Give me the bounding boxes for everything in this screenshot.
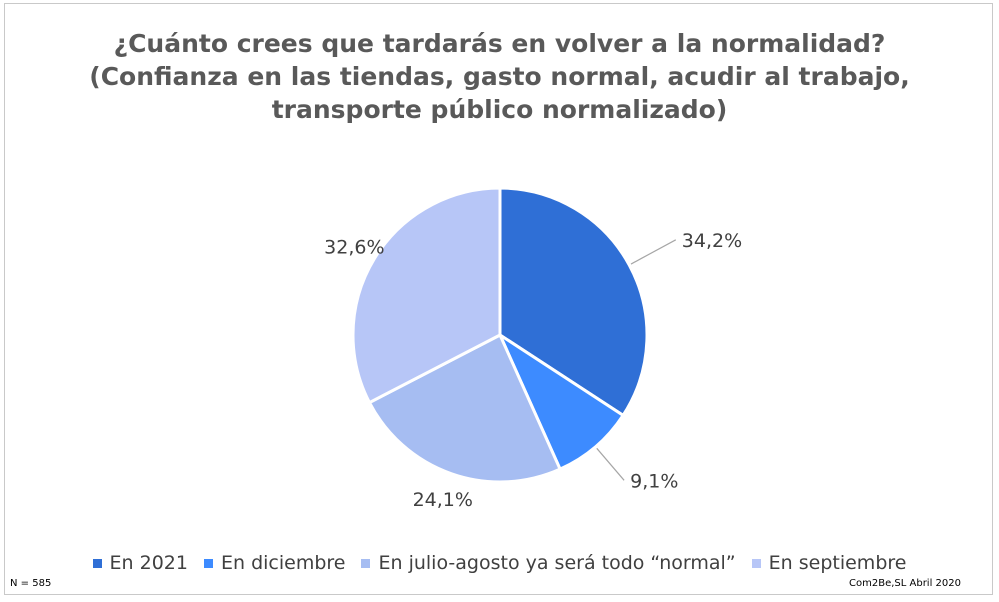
sample-size-note: N = 585 — [10, 578, 52, 589]
title-line-1: ¿Cuánto crees que tardarás en volver a l… — [113, 29, 886, 58]
legend-item-julio-agosto: En julio-agosto ya será todo “normal” — [361, 552, 736, 574]
source-note: Com2Be,SL Abril 2020 — [849, 578, 961, 589]
data-label-en-septiembre: 32,6% — [324, 236, 384, 258]
legend-label: En julio-agosto ya será todo “normal” — [378, 552, 736, 574]
legend-item-en-2021: En 2021 — [92, 552, 188, 574]
data-label-en-2021: 34,2% — [682, 230, 742, 252]
chart-legend: En 2021 En diciembre En julio-agosto ya … — [0, 552, 999, 574]
chart-title: ¿Cuánto crees que tardarás en volver a l… — [0, 27, 999, 126]
data-label-en-diciembre: 9,1% — [630, 470, 678, 492]
slice-en-diciembre — [496, 330, 626, 472]
leader-line — [596, 447, 625, 481]
legend-swatch — [92, 558, 102, 568]
slice-julio-agosto — [367, 332, 563, 484]
legend-swatch — [361, 558, 371, 568]
legend-label: En septiembre — [768, 552, 907, 574]
legend-label: En diciembre — [220, 552, 346, 574]
data-label-julio-agosto: 24,1% — [413, 489, 473, 511]
slice-en-septiembre — [351, 186, 502, 405]
legend-label: En 2021 — [109, 552, 188, 574]
legend-item-en-septiembre: En septiembre — [751, 552, 907, 574]
legend-item-en-diciembre: En diciembre — [203, 552, 346, 574]
legend-swatch — [203, 558, 213, 568]
title-line-2: (Confianza en las tiendas, gasto normal,… — [89, 62, 910, 91]
title-line-3: transporte público normalizado) — [271, 95, 728, 124]
legend-swatch — [751, 558, 761, 568]
leader-line — [630, 239, 677, 265]
